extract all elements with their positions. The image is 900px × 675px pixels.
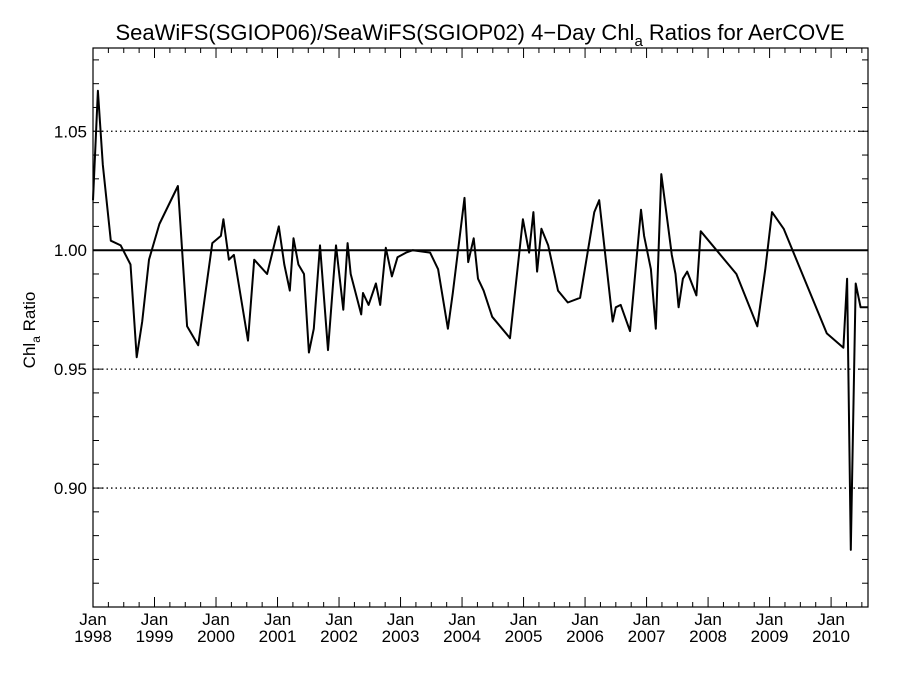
xtick-label-month: Jan <box>387 610 414 629</box>
y-tick-labels: 0.90 0.95 1.00 1.05 <box>54 122 87 498</box>
xtick-label-month: Jan <box>571 610 598 629</box>
xtick-label-year: 2009 <box>751 627 789 646</box>
xtick-label-month: Jan <box>141 610 168 629</box>
xtick-label-month: Jan <box>448 610 475 629</box>
xtick-label-year: 2001 <box>259 627 297 646</box>
gridlines <box>93 130 868 489</box>
xtick-label-year: 2008 <box>689 627 727 646</box>
x-tick-labels: Jan1998Jan1999Jan2000Jan2001Jan2002Jan20… <box>74 610 850 646</box>
xtick-label-year: 2000 <box>197 627 235 646</box>
chart-title: SeaWiFS(SGIOP06)/SeaWiFS(SGIOP02) 4−Day … <box>115 20 844 50</box>
xtick-label-month: Jan <box>633 610 660 629</box>
ytick-label: 0.90 <box>54 479 87 498</box>
plot-frame <box>92 47 869 608</box>
ytick-label: 1.05 <box>54 122 87 141</box>
xtick-label-year: 1999 <box>136 627 174 646</box>
xtick-label-year: 2010 <box>812 627 850 646</box>
xtick-label-month: Jan <box>510 610 537 629</box>
xtick-label-month: Jan <box>264 610 291 629</box>
series-line <box>92 89 868 551</box>
xtick-label-month: Jan <box>325 610 352 629</box>
xtick-label-month: Jan <box>756 610 783 629</box>
xtick-label-month: Jan <box>202 610 229 629</box>
xtick-label-year: 2005 <box>505 627 543 646</box>
ytick-label: 1.00 <box>54 241 87 260</box>
xtick-label-year: 2003 <box>382 627 420 646</box>
xtick-label-month: Jan <box>817 610 844 629</box>
xtick-label-month: Jan <box>79 610 106 629</box>
xtick-label-year: 2007 <box>628 627 666 646</box>
tick-marks <box>92 48 868 608</box>
xtick-label-year: 2006 <box>566 627 604 646</box>
y-axis-label: Chla Ratio <box>20 292 43 369</box>
xtick-label-year: 2002 <box>320 627 358 646</box>
xtick-label-year: 2004 <box>443 627 481 646</box>
xtick-label-month: Jan <box>694 610 721 629</box>
xtick-label-year: 1998 <box>74 627 112 646</box>
ytick-label: 0.95 <box>54 360 87 379</box>
